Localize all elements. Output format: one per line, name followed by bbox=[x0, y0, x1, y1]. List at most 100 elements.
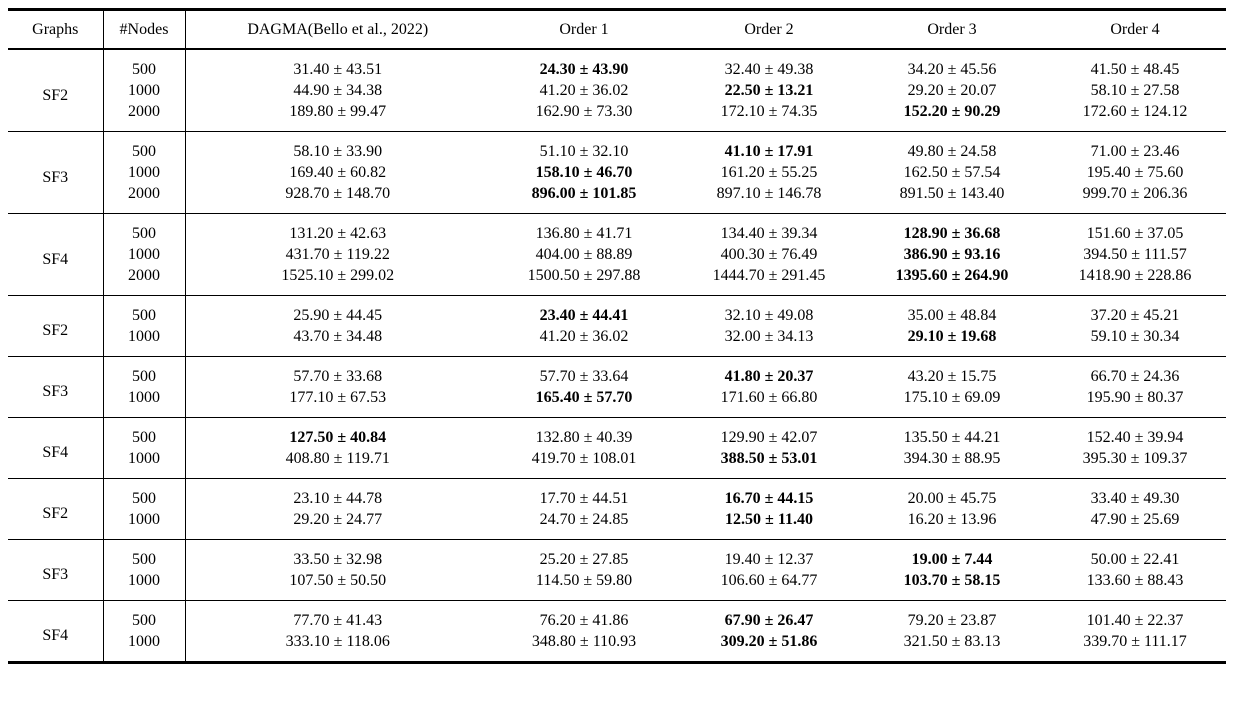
value-cell: 386.90 ± 93.16 bbox=[903, 246, 1001, 263]
graph-label: SF3 bbox=[8, 539, 104, 601]
value-cell: 348.80 ± 110.93 bbox=[531, 633, 637, 650]
column-header-graphs: Graphs bbox=[8, 9, 104, 49]
value-cell: 24.30 ± 43.90 bbox=[539, 61, 629, 78]
value-cell: 132.80 ± 40.39 bbox=[535, 429, 633, 446]
table-row: SF2 500 25.90 ± 44.45 23.40 ± 44.41 32.10 ± … bbox=[8, 295, 1226, 357]
value-cell: 59.10 ± 30.34 bbox=[1090, 328, 1180, 345]
value-cell: 47.90 ± 25.69 bbox=[1090, 511, 1180, 528]
nodes-value: 500 bbox=[103, 417, 186, 448]
table-row: 1000 177.10 ± 67.53 165.40 ± 57.70 171.60 ±… bbox=[8, 387, 1226, 418]
value-cell: 333.10 ± 118.06 bbox=[285, 633, 390, 650]
value-cell: 162.90 ± 73.30 bbox=[535, 103, 633, 120]
value-cell: 107.50 ± 50.50 bbox=[289, 572, 387, 589]
value-cell: 43.70 ± 34.48 bbox=[293, 328, 383, 345]
value-cell: 1418.90 ± 228.86 bbox=[1078, 267, 1192, 284]
value-cell: 928.70 ± 148.70 bbox=[285, 185, 391, 202]
nodes-value: 1000 bbox=[103, 448, 186, 479]
nodes-value: 1000 bbox=[103, 631, 186, 663]
value-cell: 128.90 ± 36.68 bbox=[903, 225, 1001, 242]
value-cell: 131.20 ± 42.63 bbox=[289, 225, 387, 242]
graph-label: SF3 bbox=[8, 131, 104, 214]
value-cell: 388.50 ± 53.01 bbox=[720, 450, 818, 467]
nodes-value: 1000 bbox=[103, 244, 186, 265]
column-header-nodes: #Nodes bbox=[103, 9, 186, 49]
nodes-value: 1000 bbox=[103, 80, 186, 101]
column-header-order-4: Order 4 bbox=[1110, 21, 1160, 38]
value-cell: 162.50 ± 57.54 bbox=[903, 164, 1001, 181]
table-row: 1000 44.90 ± 34.38 41.20 ± 36.02 22.50 ± 13… bbox=[8, 80, 1226, 101]
graph-label: SF2 bbox=[8, 49, 104, 132]
table-row: SF2 500 23.10 ± 44.78 17.70 ± 44.51 16.70 ± … bbox=[8, 478, 1226, 540]
value-cell: 106.60 ± 64.77 bbox=[720, 572, 818, 589]
table-row: 1000 408.80 ± 119.71 419.70 ± 108.01 388.50… bbox=[8, 448, 1226, 479]
value-cell: 33.50 ± 32.98 bbox=[293, 551, 383, 568]
value-cell: 101.40 ± 22.37 bbox=[1086, 612, 1184, 629]
nodes-value: 1000 bbox=[103, 326, 186, 357]
nodes-value: 500 bbox=[103, 478, 186, 509]
nodes-value: 1000 bbox=[103, 570, 186, 601]
value-cell: 172.10 ± 74.35 bbox=[720, 103, 818, 120]
value-cell: 79.20 ± 23.87 bbox=[907, 612, 997, 629]
value-cell: 51.10 ± 32.10 bbox=[539, 143, 629, 160]
table-row: 1000 107.50 ± 50.50 114.50 ± 59.80 106.60 ±… bbox=[8, 570, 1226, 601]
nodes-value: 500 bbox=[103, 213, 186, 244]
table-row: SF3 500 57.70 ± 33.68 57.70 ± 33.64 41.80 ± … bbox=[8, 356, 1226, 418]
value-cell: 71.00 ± 23.46 bbox=[1090, 143, 1180, 160]
value-cell: 58.10 ± 27.58 bbox=[1090, 82, 1180, 99]
value-cell: 195.90 ± 80.37 bbox=[1086, 389, 1184, 406]
value-cell: 16.70 ± 44.15 bbox=[724, 490, 814, 507]
value-cell: 12.50 ± 11.40 bbox=[725, 511, 813, 528]
value-cell: 19.00 ± 7.44 bbox=[911, 551, 993, 568]
nodes-value: 2000 bbox=[103, 101, 186, 132]
table-row: 2000 189.80 ± 99.47 162.90 ± 73.30 172.10 ±… bbox=[8, 101, 1226, 132]
value-cell: 431.70 ± 119.22 bbox=[285, 246, 390, 263]
value-cell: 29.10 ± 19.68 bbox=[907, 328, 997, 345]
value-cell: 35.00 ± 48.84 bbox=[907, 307, 997, 324]
value-cell: 151.60 ± 37.05 bbox=[1086, 225, 1184, 242]
graph-label: SF4 bbox=[8, 417, 104, 479]
table-row: 1000 431.70 ± 119.22 404.00 ± 88.89 400.30 … bbox=[8, 244, 1226, 265]
value-cell: 29.20 ± 24.77 bbox=[293, 511, 383, 528]
value-cell: 999.70 ± 206.36 bbox=[1082, 185, 1188, 202]
value-cell: 25.20 ± 27.85 bbox=[539, 551, 629, 568]
value-cell: 1395.60 ± 264.90 bbox=[895, 267, 1009, 284]
nodes-value: 1000 bbox=[103, 509, 186, 540]
table-row: SF4 500 127.50 ± 40.84 132.80 ± 40.39 129.90… bbox=[8, 417, 1226, 479]
value-cell: 400.30 ± 76.49 bbox=[720, 246, 818, 263]
row-group-3-sf2: SF2 500 25.90 ± 44.45 23.40 ± 44.41 32.10 ± … bbox=[8, 295, 1226, 357]
value-cell: 103.70 ± 58.15 bbox=[903, 572, 1001, 589]
value-cell: 114.50 ± 59.80 bbox=[535, 572, 633, 589]
value-cell: 31.40 ± 43.51 bbox=[293, 61, 383, 78]
table-row: 1000 333.10 ± 118.06 348.80 ± 110.93 309.20… bbox=[8, 631, 1226, 663]
value-cell: 127.50 ± 40.84 bbox=[289, 429, 387, 446]
value-cell: 189.80 ± 99.47 bbox=[289, 103, 387, 120]
nodes-value: 500 bbox=[103, 131, 186, 162]
value-cell: 41.20 ± 36.02 bbox=[539, 328, 629, 345]
value-cell: 57.70 ± 33.68 bbox=[293, 368, 383, 385]
table-container: Graphs #Nodes DAGMA(Bello et al., 2022) … bbox=[8, 8, 1226, 664]
row-group-5-sf4: SF4 500 127.50 ± 40.84 132.80 ± 40.39 129.90… bbox=[8, 417, 1226, 479]
value-cell: 20.00 ± 45.75 bbox=[907, 490, 997, 507]
value-cell: 129.90 ± 42.07 bbox=[720, 429, 818, 446]
table-row: 2000 928.70 ± 148.70 896.00 ± 101.85 897.10… bbox=[8, 183, 1226, 214]
column-header-order-1: Order 1 bbox=[559, 21, 609, 38]
value-cell: 1525.10 ± 299.02 bbox=[281, 267, 395, 284]
value-cell: 41.50 ± 48.45 bbox=[1090, 61, 1180, 78]
value-cell: 169.40 ± 60.82 bbox=[289, 164, 387, 181]
graph-label: SF4 bbox=[8, 213, 104, 296]
value-cell: 177.10 ± 67.53 bbox=[289, 389, 387, 406]
value-cell: 134.40 ± 39.34 bbox=[720, 225, 818, 242]
value-cell: 29.20 ± 20.07 bbox=[907, 82, 997, 99]
value-cell: 408.80 ± 119.71 bbox=[285, 450, 390, 467]
value-cell: 25.90 ± 44.45 bbox=[293, 307, 383, 324]
value-cell: 32.00 ± 34.13 bbox=[724, 328, 814, 345]
value-cell: 66.70 ± 24.36 bbox=[1090, 368, 1180, 385]
row-group-0-sf2: SF2 500 31.40 ± 43.51 24.30 ± 43.90 32.40 ± … bbox=[8, 49, 1226, 132]
value-cell: 152.40 ± 39.94 bbox=[1086, 429, 1184, 446]
row-group-7-sf3: SF3 500 33.50 ± 32.98 25.20 ± 27.85 19.40 ± … bbox=[8, 539, 1226, 601]
value-cell: 172.60 ± 124.12 bbox=[1082, 103, 1188, 120]
graph-label: SF2 bbox=[8, 295, 104, 357]
value-cell: 158.10 ± 46.70 bbox=[535, 164, 633, 181]
column-header-dagma: DAGMA(Bello et al., 2022) bbox=[247, 21, 429, 38]
row-group-8-sf4: SF4 500 77.70 ± 41.43 76.20 ± 41.86 67.90 ± … bbox=[8, 600, 1226, 663]
